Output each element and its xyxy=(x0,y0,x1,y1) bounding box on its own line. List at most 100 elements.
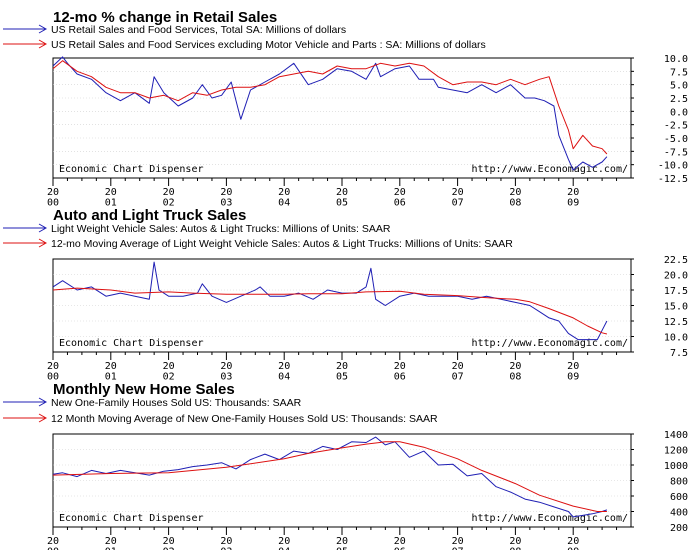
source-url: http://www.Economagic.com/ xyxy=(471,513,628,524)
x-tick-year: 01 xyxy=(105,198,117,209)
y-tick-label: 2.5 xyxy=(670,94,688,105)
y-tick-label: 17.5 xyxy=(664,286,688,297)
y-tick-label: 1400 xyxy=(664,430,688,441)
y-tick-label: -7.5 xyxy=(664,147,688,158)
y-tick-label: 0.0 xyxy=(670,107,688,118)
x-tick-century: 20 xyxy=(220,187,232,198)
y-tick-label: 400 xyxy=(670,508,688,519)
x-tick-century: 20 xyxy=(336,187,348,198)
series-line-2 xyxy=(52,441,607,512)
x-tick-year: 01 xyxy=(105,547,117,550)
legend-label-2: 12-mo Moving Average of Light Weight Veh… xyxy=(51,238,513,250)
x-tick-century: 20 xyxy=(278,187,290,198)
x-tick-century: 20 xyxy=(336,536,348,547)
x-tick-century: 20 xyxy=(163,361,175,372)
y-tick-label: 22.5 xyxy=(664,255,688,266)
x-tick-year: 04 xyxy=(278,547,290,550)
source-url: http://www.Economagic.com/ xyxy=(471,338,628,349)
x-tick-century: 20 xyxy=(336,361,348,372)
x-tick-century: 20 xyxy=(394,536,406,547)
x-tick-year: 07 xyxy=(452,198,464,209)
y-tick-label: 5.0 xyxy=(670,81,688,92)
legend-label-1: Light Weight Vehicle Sales: Autos & Ligh… xyxy=(51,223,391,235)
x-tick-year: 08 xyxy=(509,547,521,550)
legend-arrow-icon xyxy=(38,238,48,248)
y-tick-label: 20.0 xyxy=(664,271,688,282)
x-tick-year: 00 xyxy=(47,198,59,209)
watermark-label: Economic Chart Dispenser xyxy=(59,338,204,349)
x-tick-century: 20 xyxy=(163,187,175,198)
x-tick-century: 20 xyxy=(278,361,290,372)
x-tick-century: 20 xyxy=(452,361,464,372)
y-tick-label: -12.5 xyxy=(658,174,688,185)
x-tick-year: 08 xyxy=(509,372,521,383)
legend-label-1: New One-Family Houses Sold US: Thousands… xyxy=(51,397,302,409)
x-tick-year: 06 xyxy=(394,547,406,550)
x-tick-year: 09 xyxy=(567,372,579,383)
legend-arrow-icon xyxy=(38,223,48,233)
series-line-2 xyxy=(52,60,608,155)
x-tick-century: 20 xyxy=(567,187,579,198)
x-tick-century: 20 xyxy=(105,187,117,198)
y-tick-label: 7.5 xyxy=(670,348,688,359)
legend-arrow-icon xyxy=(38,39,48,49)
x-tick-century: 20 xyxy=(47,187,59,198)
y-tick-label: 10.0 xyxy=(664,54,688,65)
y-tick-label: 200 xyxy=(670,523,688,534)
legend-arrow-icon xyxy=(38,413,48,423)
x-tick-year: 07 xyxy=(452,547,464,550)
source-url: http://www.Economagic.com/ xyxy=(471,164,628,175)
x-tick-century: 20 xyxy=(567,536,579,547)
x-tick-year: 02 xyxy=(163,372,175,383)
x-tick-year: 09 xyxy=(567,198,579,209)
x-tick-year: 02 xyxy=(163,198,175,209)
plot-frame xyxy=(52,57,632,179)
y-tick-label: -5.0 xyxy=(664,134,688,145)
x-tick-century: 20 xyxy=(278,536,290,547)
x-tick-year: 06 xyxy=(394,198,406,209)
x-tick-century: 20 xyxy=(220,536,232,547)
x-tick-year: 05 xyxy=(336,198,348,209)
watermark-label: Economic Chart Dispenser xyxy=(59,513,204,524)
legend-label-2: 12 Month Moving Average of New One-Famil… xyxy=(51,413,438,425)
legend-label-1: US Retail Sales and Food Services, Total… xyxy=(51,24,346,36)
x-tick-century: 20 xyxy=(105,361,117,372)
x-tick-century: 20 xyxy=(452,187,464,198)
legend-arrow-icon xyxy=(38,397,48,407)
series-line-1 xyxy=(52,261,608,341)
x-tick-year: 03 xyxy=(220,372,232,383)
x-tick-year: 01 xyxy=(105,372,117,383)
y-tick-label: 7.5 xyxy=(670,67,688,78)
y-tick-label: 10.0 xyxy=(664,333,688,344)
y-tick-label: 800 xyxy=(670,477,688,488)
y-tick-label: -2.5 xyxy=(664,121,688,132)
x-tick-year: 00 xyxy=(47,547,59,550)
series-line-1 xyxy=(52,436,608,518)
x-tick-year: 00 xyxy=(47,372,59,383)
y-tick-label: 12.5 xyxy=(664,317,688,328)
